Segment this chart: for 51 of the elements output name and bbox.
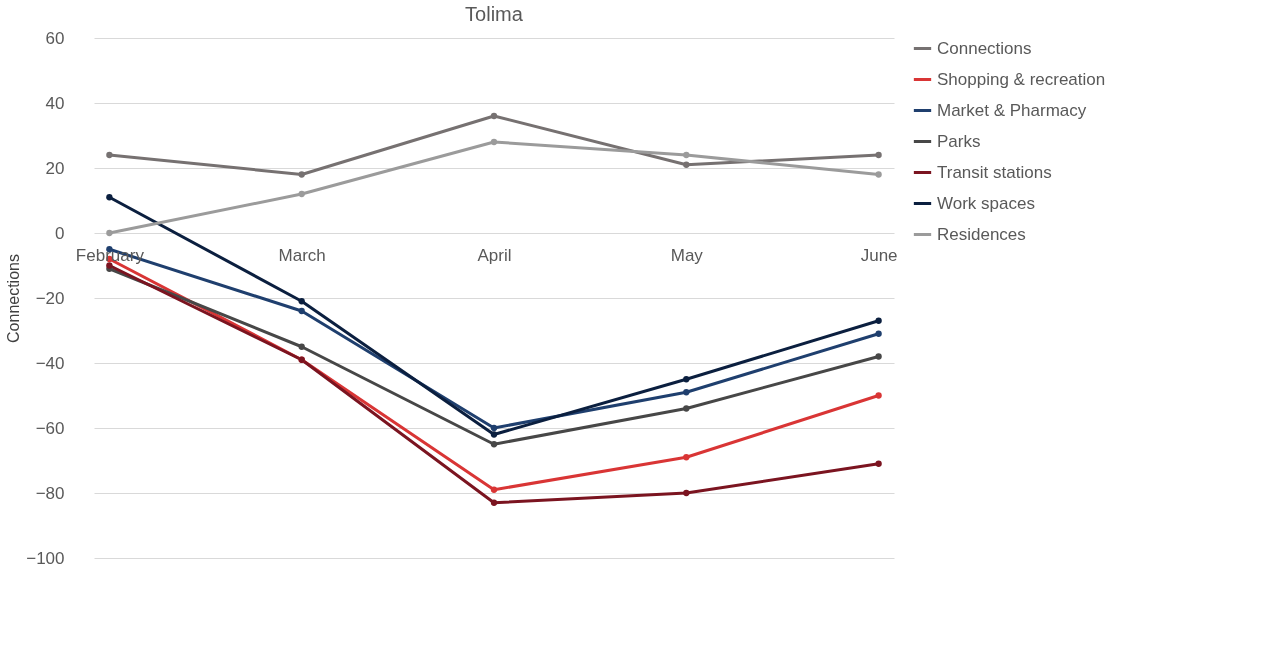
point — [683, 389, 690, 396]
point — [683, 161, 690, 168]
point — [875, 151, 882, 159]
point — [683, 151, 690, 159]
point — [106, 229, 113, 237]
y-tick-label: 60 — [45, 28, 65, 48]
legend-label: Transit stations — [937, 162, 1052, 182]
y-tick-label: −40 — [35, 353, 65, 373]
y-tick-label: −100 — [26, 548, 65, 568]
y-tick-label: 20 — [45, 158, 65, 178]
legend-label: Work spaces — [937, 193, 1035, 213]
x-tick-label: May — [670, 245, 704, 265]
point — [875, 392, 882, 399]
point — [298, 171, 305, 178]
legend-label: Connections — [937, 38, 1032, 58]
point — [106, 194, 113, 201]
point — [298, 307, 305, 315]
point — [490, 486, 498, 493]
point — [875, 460, 882, 467]
y-tick-label: −80 — [35, 483, 65, 503]
legend-label: Shopping & recreation — [937, 69, 1106, 89]
point — [875, 330, 882, 337]
x-tick-label: April — [477, 245, 512, 265]
point — [683, 454, 690, 461]
point — [298, 298, 305, 305]
point — [490, 424, 498, 432]
point — [683, 489, 690, 497]
y-tick-label: 0 — [55, 223, 65, 243]
y-tick-label: −20 — [35, 288, 65, 308]
legend-label: Residences — [937, 224, 1026, 244]
point — [490, 112, 498, 120]
point — [298, 190, 305, 198]
point — [683, 376, 690, 383]
point — [490, 499, 498, 506]
point — [106, 151, 113, 159]
point — [490, 138, 498, 146]
legend-label: Market & Pharmacy — [937, 100, 1087, 120]
point — [298, 343, 305, 350]
point — [875, 353, 882, 360]
point — [683, 405, 690, 412]
point — [490, 431, 498, 438]
y-axis-title: Connections — [5, 254, 23, 343]
point — [875, 317, 882, 324]
x-tick-label: June — [860, 245, 898, 265]
legend-label: Parks — [937, 131, 981, 151]
point — [875, 171, 882, 178]
y-tick-label: −60 — [35, 418, 65, 438]
x-tick-label: March — [278, 245, 326, 265]
point — [490, 441, 498, 448]
y-tick-label: 40 — [45, 93, 65, 113]
chart-title: Tolima — [465, 3, 524, 25]
